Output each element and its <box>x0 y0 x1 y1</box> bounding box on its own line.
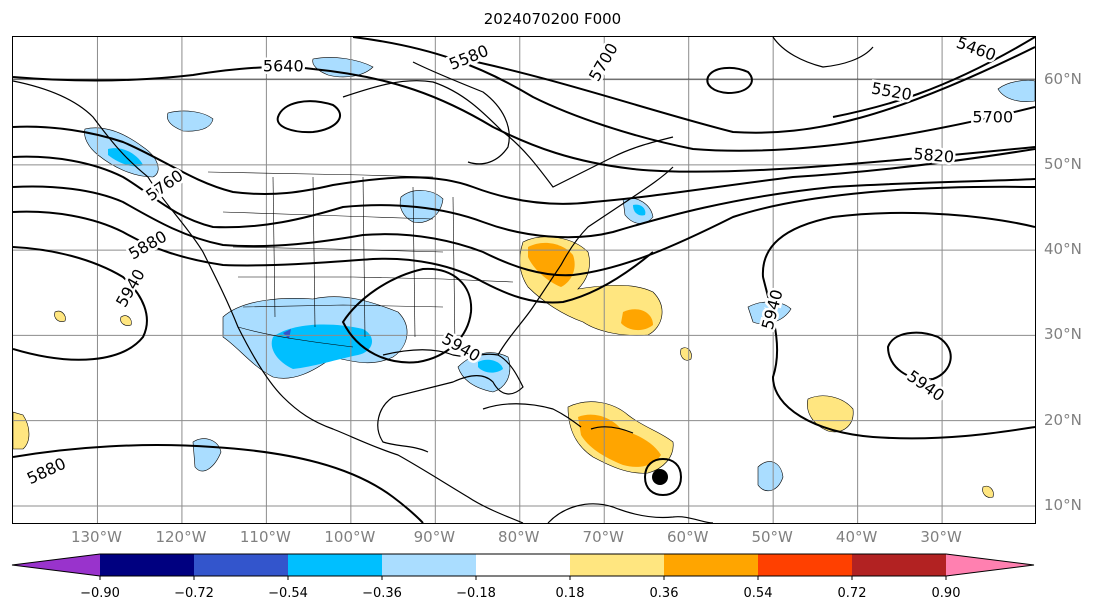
colorbar-tick-label: 0.72 <box>837 586 867 601</box>
contour-5640 <box>13 66 1035 173</box>
colorbar-swatch <box>288 554 383 576</box>
gulf-coast <box>377 349 524 453</box>
colorbar-tick-label: 0.36 <box>649 586 679 601</box>
contour-5880-south <box>13 444 424 523</box>
lon-tick-label: 40°W <box>835 528 878 546</box>
colorbar-swatch <box>570 554 665 576</box>
contour-label: 5640 <box>263 56 304 75</box>
lat-tick-label: 10°N <box>1044 495 1082 514</box>
contour-label: 5520 <box>870 79 913 105</box>
contour-label: 5940 <box>904 366 948 405</box>
colorbar-tick-label: −0.90 <box>80 586 120 601</box>
colorbar-segments <box>11 553 1035 580</box>
contour-label: 5940 <box>439 329 484 366</box>
colorbar-tick-label: −0.54 <box>268 586 308 601</box>
storm-ring <box>643 457 683 497</box>
contour-5940-small <box>886 331 952 381</box>
south-america-north <box>547 503 714 523</box>
colorbar-tick-label: 0.18 <box>555 586 585 601</box>
colorbar-extend-low <box>12 554 100 576</box>
lat-tick-label: 50°N <box>1044 154 1082 173</box>
anomaly-tropical-atl <box>757 461 784 492</box>
contour-5580 <box>352 37 1035 152</box>
anomaly-canada-west <box>167 110 214 132</box>
anomaly-atlantic-right <box>997 79 1035 102</box>
colorbar-tick-label: 0.54 <box>743 586 773 601</box>
anomaly-hudson <box>312 57 374 78</box>
contour-5460 <box>832 37 1035 118</box>
lon-tick-label: 130°W <box>70 528 122 546</box>
height-contours <box>13 37 1035 523</box>
colorbar-swatch <box>382 554 477 576</box>
greenland-coast <box>772 37 874 68</box>
coastlines <box>13 37 874 523</box>
colorbar-tick-label: −0.18 <box>456 586 496 601</box>
contour-5700-ring <box>706 66 753 95</box>
lon-tick-label: 30°W <box>920 528 962 546</box>
anomaly-mid-atlantic <box>747 301 792 325</box>
north-america-west-coast <box>13 80 524 523</box>
colorbar-swatch <box>852 554 947 576</box>
map-canvas: 5640 5580 5700 5460552057005820576058805940… <box>13 37 1035 523</box>
colorbar-extend-high <box>946 554 1034 576</box>
anomaly-small-2 <box>120 315 132 326</box>
colorbar-tick-label: 0.90 <box>931 586 961 601</box>
colorbar <box>11 553 1035 580</box>
strong-negative-core <box>283 329 291 339</box>
contour-5820 <box>13 185 1035 277</box>
cuba <box>482 403 582 428</box>
storm-center-marker <box>652 469 668 485</box>
lon-tick-label: 60°W <box>666 528 709 546</box>
figure-title: 2024070200 F000 <box>483 10 622 28</box>
lat-tick-label: 40°N <box>1044 240 1082 259</box>
contour-5700 <box>13 125 1035 205</box>
contour-label: 5880 <box>24 454 69 488</box>
colorbar-swatch <box>664 554 759 576</box>
contour-label: 5820 <box>913 144 955 166</box>
lon-tick-label: 100°W <box>324 528 376 546</box>
contour-5940-us <box>13 246 148 361</box>
anomaly-small-1 <box>680 347 692 361</box>
lat-tick-label: 30°N <box>1044 325 1082 344</box>
us-east-coast <box>497 166 674 356</box>
hudson-bay <box>412 61 510 165</box>
contour-5940-gulf <box>341 267 473 364</box>
contour-label: 5880 <box>125 227 170 264</box>
colorbar-tick-label: −0.72 <box>174 586 214 601</box>
contour-label: 5460 <box>954 37 999 65</box>
colorbar-swatch <box>194 554 289 576</box>
lon-tick-label: 120°W <box>155 528 207 546</box>
colorbar-swatch <box>758 554 853 576</box>
contour-5640-ring <box>276 100 341 134</box>
contour-5940-atl <box>761 211 1035 440</box>
contour-label: 5700 <box>972 108 1013 127</box>
colorbar-swatch <box>476 554 571 576</box>
contour-5520 <box>452 46 1035 134</box>
lon-tick-label: 110°W <box>239 528 291 546</box>
anomaly-small-3 <box>54 310 66 322</box>
lon-tick-label: 80°W <box>498 528 540 546</box>
lat-tick-label: 20°N <box>1044 410 1082 429</box>
lon-tick-label: 50°W <box>751 528 793 546</box>
lon-tick-label: 70°W <box>582 528 624 546</box>
canada-coast <box>342 80 674 188</box>
contour-5760 <box>13 155 1035 239</box>
colorbar-swatch <box>100 554 195 576</box>
anomaly-e-pacific <box>192 438 222 472</box>
contour-label: 5700 <box>585 40 622 85</box>
map-panel[interactable]: 5640 5580 5700 5460 5520 5700 5820 5760 5880 5940… <box>12 36 1036 524</box>
colorbar-tick-label: −0.36 <box>362 586 402 601</box>
anomaly-central-atl <box>807 395 854 433</box>
lat-tick-label: 60°N <box>1044 69 1082 88</box>
anomaly-small-4 <box>982 485 994 498</box>
hispaniola <box>590 426 634 434</box>
political-borders <box>13 78 1035 348</box>
lon-tick-label: 90°W <box>413 528 456 546</box>
anomaly-great-lakes <box>399 190 444 223</box>
anomaly-pacific-left <box>13 411 30 450</box>
contour-label: 5580 <box>446 41 491 74</box>
contour-5880-north <box>13 210 654 304</box>
